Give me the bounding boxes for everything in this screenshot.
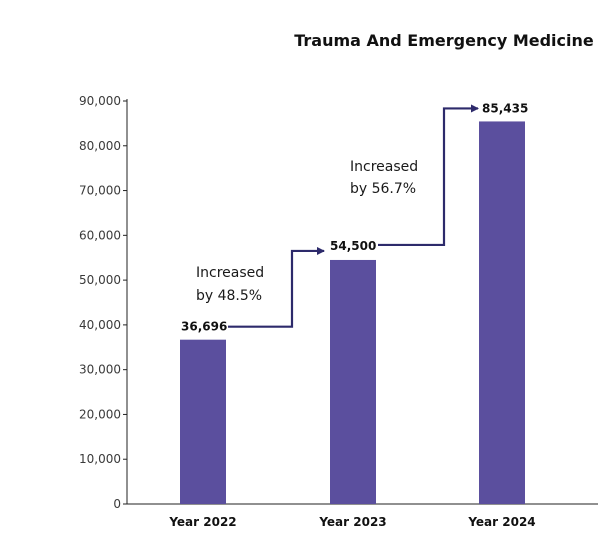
annotation-1-line1: Increased xyxy=(196,265,264,281)
y-tick-label: 60,000 xyxy=(79,228,121,242)
bars xyxy=(180,121,525,505)
axes: 0 10,000 20,000 30,000 40,000 50,000 60,000 70,… xyxy=(79,94,598,511)
y-tick-label: 90,000 xyxy=(79,94,121,108)
y-tick-label: 30,000 xyxy=(79,363,121,377)
y-tick-label: 20,000 xyxy=(79,407,121,421)
bar xyxy=(479,121,525,505)
increase-arrow-2023-2024 xyxy=(378,104,479,247)
x-tick-label: Year 2023 xyxy=(318,515,386,529)
bar xyxy=(330,259,376,504)
annotation-1-line2: by 48.5% xyxy=(196,288,262,304)
bar xyxy=(180,339,226,504)
data-label: 54,500 xyxy=(330,239,376,253)
data-label: 85,435 xyxy=(482,101,528,115)
labels: Year 2022 Year 2023 Year 2024 36,696 54,500 8… xyxy=(168,101,535,529)
y-tick-label: 10,000 xyxy=(79,452,121,466)
increase-arrow-2022-2023 xyxy=(228,246,325,328)
y-tick-label: 80,000 xyxy=(79,139,121,153)
annotation-2-line2: by 56.7% xyxy=(350,181,416,197)
chart-title: Trauma And Emergency Medicine xyxy=(294,31,594,50)
y-tick-label: 70,000 xyxy=(79,184,121,198)
x-tick-label: Year 2024 xyxy=(467,515,535,529)
connectors xyxy=(228,104,479,328)
y-tick-label: 0 xyxy=(113,497,121,511)
x-tick-label: Year 2022 xyxy=(168,515,236,529)
y-tick-label: 50,000 xyxy=(79,273,121,287)
y-tick-label: 40,000 xyxy=(79,318,121,332)
annotation-2-line1: Increased xyxy=(350,159,418,175)
data-label: 36,696 xyxy=(181,320,227,334)
